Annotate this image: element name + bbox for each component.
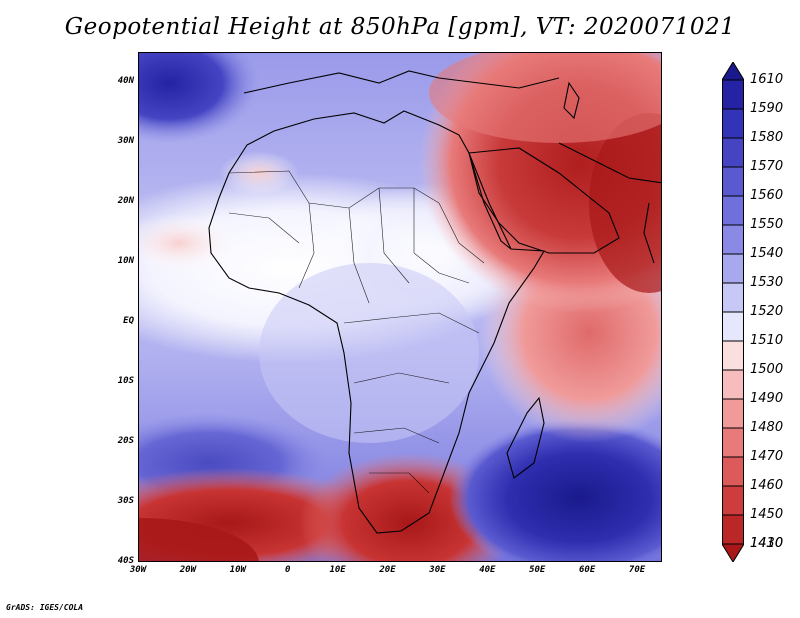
lat-label: 40S: [117, 556, 134, 566]
colorbar-swatch: [722, 195, 744, 226]
colorbar-label: 1580: [750, 130, 784, 145]
colorbar-swatch: [722, 340, 744, 371]
lon-label: 10W: [229, 565, 246, 575]
lat-label: 40N: [117, 76, 134, 86]
colorbar-label: 1610: [750, 72, 784, 87]
colorbar-swatch: [722, 398, 744, 429]
colorbar-label: 1590: [750, 101, 784, 116]
colorbar-label: 1550: [750, 217, 784, 232]
colorbar-swatch: [722, 427, 744, 458]
colorbar-label: 1500: [750, 362, 784, 377]
lat-label: 30N: [117, 136, 134, 146]
colorbar-bottom-triangle: [722, 543, 744, 562]
lon-label: 30W: [129, 565, 147, 575]
colorbar-label: 1570: [750, 159, 784, 174]
colorbar-label: 1480: [750, 420, 784, 435]
colorbar-swatch: [722, 485, 744, 516]
colorbar-swatch: [722, 224, 744, 255]
coastlines: [208, 70, 661, 534]
colorbar-swatch: [722, 514, 744, 545]
colorbar-swatch: [722, 166, 744, 197]
lon-label: 20W: [179, 565, 197, 575]
colorbar-label: 1490: [750, 391, 784, 406]
lon-label: 20E: [379, 565, 396, 575]
colorbar-swatch: [722, 311, 744, 342]
colorbar-label: 1460: [750, 478, 784, 493]
map-plot-area: [138, 52, 662, 562]
colorbar-label: 1430: [750, 536, 784, 551]
colorbar-top-triangle: [722, 62, 744, 81]
colorbar-label: 1470: [750, 449, 784, 464]
colorbar-label: 1410: [750, 536, 784, 551]
country-borders: [228, 170, 485, 494]
lon-label: 30E: [429, 565, 446, 575]
colorbar-swatch: [722, 456, 744, 487]
lat-label: 10S: [117, 376, 134, 386]
colorbar-swatch: [722, 369, 744, 400]
lat-label: 10N: [117, 256, 134, 266]
grads-credit: GrADS: IGES/COLA: [6, 603, 84, 612]
lat-label: 20N: [117, 196, 134, 206]
map-title: Geopotential Height at 850hPa [gpm], VT:…: [64, 14, 736, 40]
lon-label: 70E: [628, 565, 646, 575]
lon-label: 10E: [329, 565, 346, 575]
colorbar-swatch: [722, 282, 744, 313]
colorbar-swatch: [722, 108, 744, 139]
colorbar-label: 1520: [750, 304, 784, 319]
colorbar-swatch: [722, 79, 744, 110]
lat-label: EQ: [123, 316, 134, 326]
colorbar-swatch: [722, 137, 744, 168]
lat-label: 30S: [117, 496, 134, 506]
colorbar-label: 1510: [750, 333, 784, 348]
lon-label: 50E: [529, 565, 546, 575]
lon-label: 60E: [579, 565, 596, 575]
colorbar-label: 1530: [750, 275, 784, 290]
colorbar-swatch: [722, 253, 744, 284]
colorbar-label: 1450: [750, 507, 784, 522]
lon-label: 40E: [479, 565, 496, 575]
geopotential-field: [139, 53, 661, 561]
lon-label: 0: [284, 565, 291, 575]
colorbar: [722, 62, 744, 562]
lat-label: 20S: [117, 436, 134, 446]
colorbar-label: 1560: [750, 188, 784, 203]
colorbar-label: 1540: [750, 246, 784, 261]
